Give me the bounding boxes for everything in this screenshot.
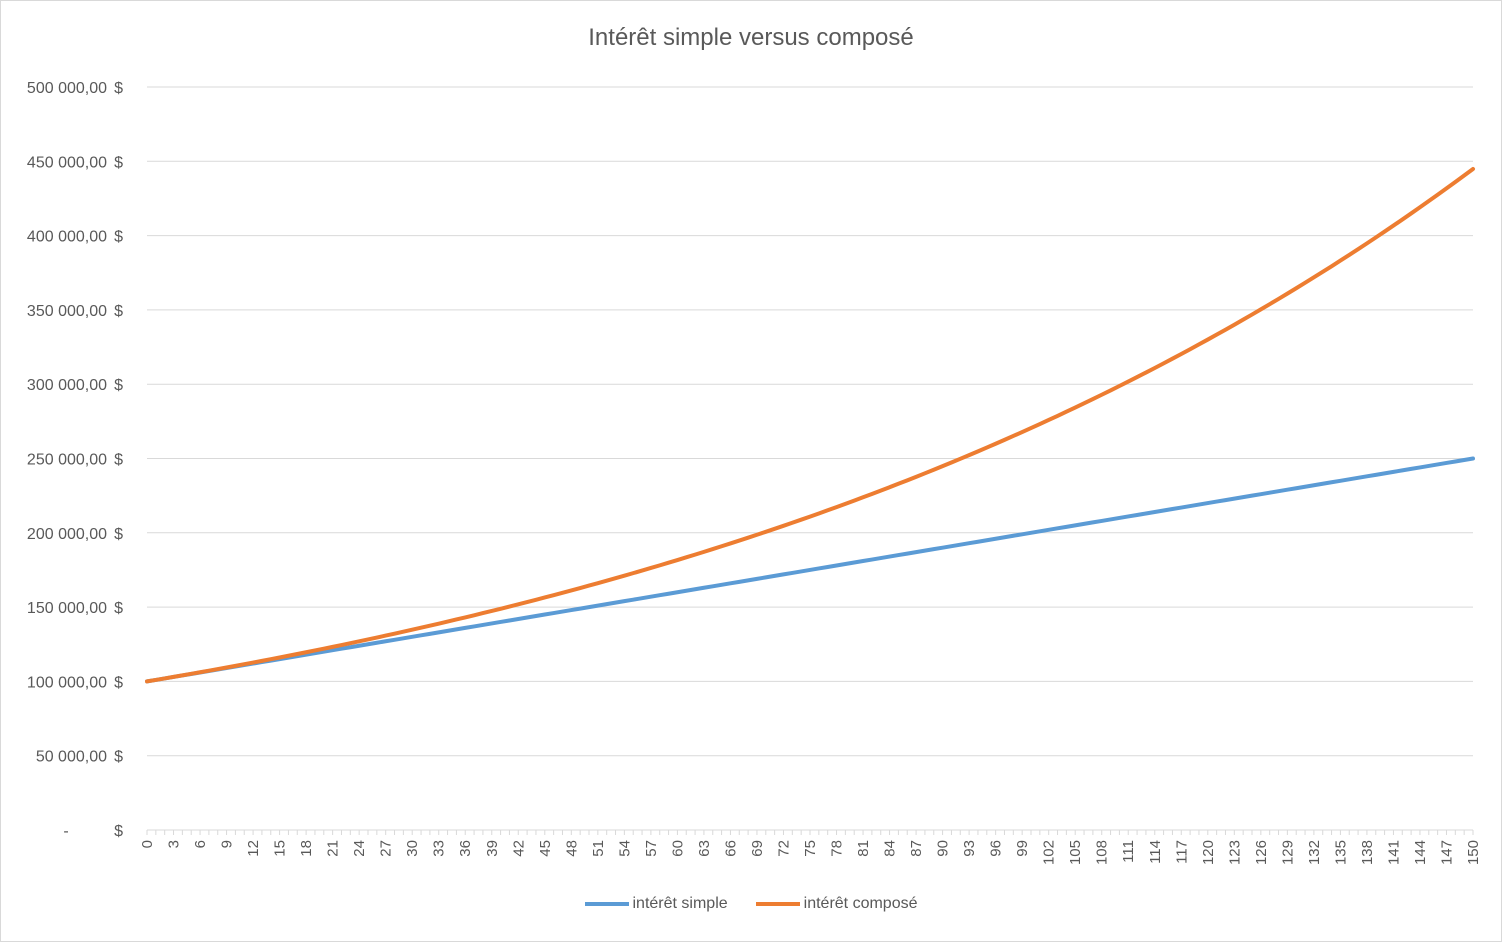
x-tick-label: 9 — [219, 840, 236, 848]
legend-item-compound: intérêt composé — [755, 895, 918, 913]
y-tick-label: 50 000,00 — [36, 749, 107, 766]
chart-title: Intérêt simple versus composé — [588, 24, 914, 51]
y-tick-label: 200 000,00 — [27, 526, 107, 543]
x-tick-label: 39 — [484, 840, 501, 857]
y-tick-currency: $ — [114, 80, 123, 97]
y-tick-currency: $ — [114, 823, 123, 840]
x-tick-label: 87 — [908, 840, 925, 857]
x-tick-label: 144 — [1412, 840, 1429, 865]
x-tick-label: 57 — [643, 840, 660, 857]
y-tick-label: 150 000,00 — [27, 600, 107, 617]
x-tick-label: 84 — [882, 840, 899, 857]
x-tick-label: 141 — [1385, 840, 1402, 865]
x-tick-label: 78 — [829, 840, 846, 857]
x-tick-label: 27 — [378, 840, 395, 857]
x-tick-label: 96 — [988, 840, 1005, 857]
x-tick-label: 132 — [1306, 840, 1323, 865]
y-tick-currency: $ — [114, 600, 123, 617]
x-tick-label: 21 — [325, 840, 342, 857]
legend: intérêt simple intérêt composé — [0, 895, 1502, 913]
y-tick-currency: $ — [114, 526, 123, 543]
series-line-compound — [145, 166, 1475, 684]
x-tick-label: 66 — [722, 840, 739, 857]
x-tick-label: 81 — [855, 840, 872, 857]
x-tick-label: 12 — [245, 840, 262, 857]
x-tick-label: 99 — [1014, 840, 1031, 857]
x-tick-label: 30 — [404, 840, 421, 857]
y-tick-currency: $ — [114, 749, 123, 766]
x-tick-label: 0 — [139, 840, 156, 848]
x-tick-label: 15 — [272, 840, 289, 857]
y-tick-currency: $ — [114, 377, 123, 394]
x-tick-label: 75 — [802, 840, 819, 857]
x-tick-label: 36 — [457, 840, 474, 857]
y-tick-currency: $ — [114, 154, 123, 171]
x-tick-label: 123 — [1226, 840, 1243, 865]
y-tick-currency: $ — [114, 674, 123, 691]
x-tick-label: 3 — [166, 840, 183, 848]
legend-swatch-simple — [584, 902, 629, 906]
x-tick-label: 63 — [696, 840, 713, 857]
x-tick-label: 111 — [1120, 840, 1137, 863]
y-tick-currency: $ — [114, 303, 123, 320]
y-tick-label: 450 000,00 — [27, 154, 107, 171]
x-tick-label: 42 — [510, 840, 527, 857]
y-tick-label: 300 000,00 — [27, 377, 107, 394]
legend-label-simple: intérêt simple — [632, 895, 728, 912]
x-tick-label: 33 — [431, 840, 448, 857]
y-tick-currency: $ — [114, 452, 123, 469]
x-tick-label: 90 — [935, 840, 952, 857]
x-tick-label: 69 — [749, 840, 766, 857]
x-tick-label: 102 — [1041, 840, 1058, 865]
x-tick-label: 18 — [298, 840, 315, 857]
x-tick-label: 108 — [1094, 840, 1111, 865]
x-tick-label: 51 — [590, 840, 607, 857]
y-tick-label: 350 000,00 — [27, 303, 107, 320]
x-tick-label: 60 — [669, 840, 686, 857]
y-tick-currency: $ — [114, 229, 123, 246]
x-tick-label: 72 — [775, 840, 792, 857]
x-tick-label: 138 — [1359, 840, 1376, 865]
x-tick-label: 48 — [563, 840, 580, 857]
series-line-simple — [145, 456, 1475, 684]
x-tick-label: 147 — [1438, 840, 1455, 865]
x-tick-label: 126 — [1253, 840, 1270, 865]
y-tick-label: 100 000,00 — [27, 674, 107, 691]
y-tick-label: 400 000,00 — [27, 229, 107, 246]
x-tick-label: 93 — [961, 840, 978, 857]
x-tick-label: 45 — [537, 840, 554, 857]
x-tick-label: 114 — [1147, 840, 1164, 864]
x-tick-label: 150 — [1465, 840, 1482, 865]
y-tick-label: - — [63, 823, 68, 840]
legend-item-simple: intérêt simple — [584, 895, 728, 913]
x-tick-label: 24 — [351, 840, 368, 857]
x-tick-label: 54 — [616, 840, 633, 857]
legend-label-compound: intérêt composé — [803, 895, 918, 912]
y-tick-label: 500 000,00 — [27, 80, 107, 97]
x-tick-label: 129 — [1279, 840, 1296, 865]
legend-swatch-compound — [755, 902, 800, 906]
x-tick-label: 120 — [1200, 840, 1217, 865]
x-tick-label: 117 — [1173, 840, 1190, 864]
y-tick-label: 250 000,00 — [27, 452, 107, 469]
x-tick-label: 105 — [1067, 840, 1084, 865]
x-tick-label: 6 — [192, 840, 209, 848]
x-tick-label: 135 — [1332, 840, 1349, 865]
